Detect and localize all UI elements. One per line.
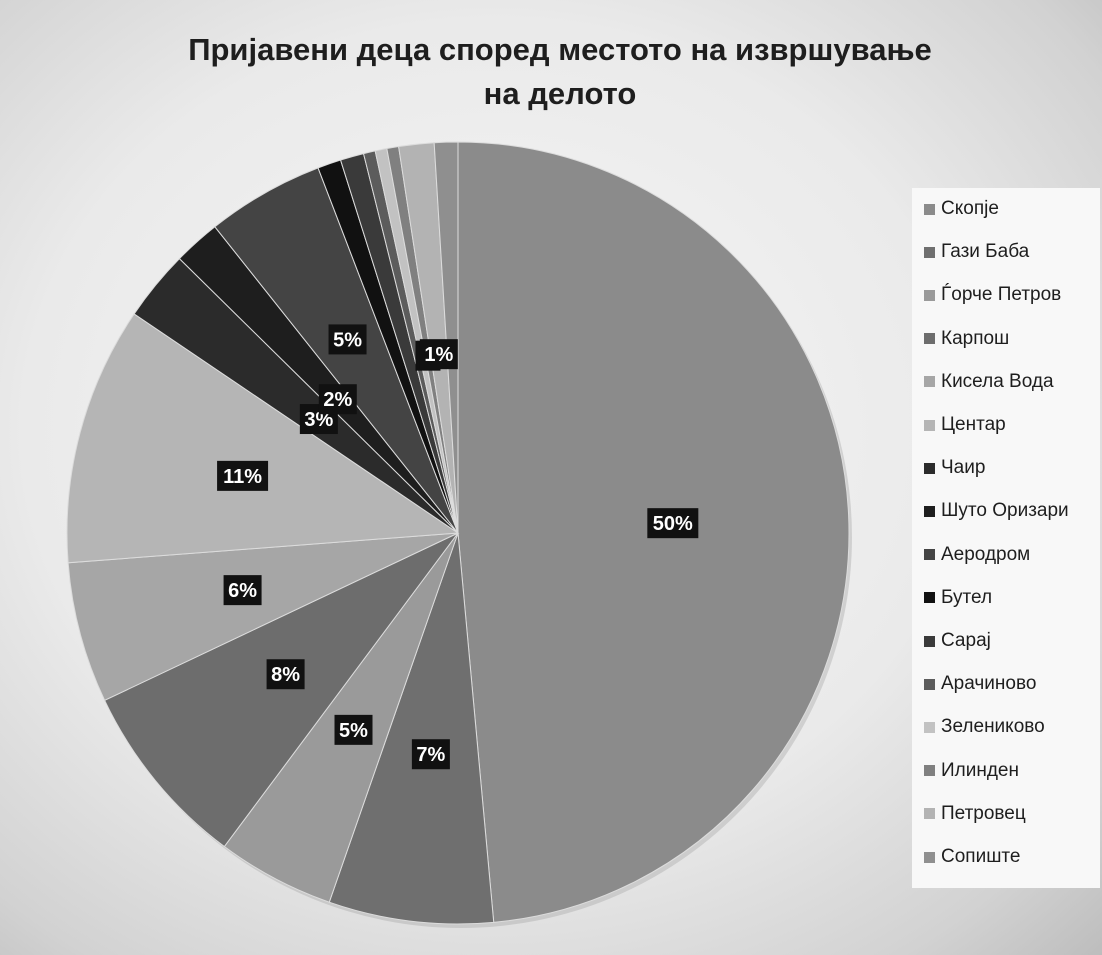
pie-slice-карпош (103, 532, 459, 848)
legend-item-сарај: Сарај (924, 628, 991, 654)
svg-text:2%: 2% (323, 389, 352, 411)
legend-item-кисела-вода: Кисела Вода (924, 369, 1054, 395)
data-label-карпош: 8% (266, 659, 305, 690)
legend-swatch (924, 246, 935, 258)
data-label-ѓорче-петров: 5% (334, 714, 373, 745)
legend-swatch (924, 419, 935, 431)
legend-item-илинден: Илинден (924, 758, 1019, 784)
legend-swatch (924, 333, 935, 345)
legend-label: Аеродром (941, 543, 1031, 565)
legend-label: Сарај (941, 630, 991, 651)
legend-item-гази-баба: Гази Баба (924, 239, 1029, 265)
data-label-скопје: 50% (647, 508, 699, 539)
legend-swatch (924, 678, 935, 690)
legend-item-аеродром: Аеродром (924, 542, 1030, 568)
svg-text:5%: 5% (333, 329, 362, 351)
chart-title-line-2: на делото (483, 76, 637, 111)
legend-swatch (924, 808, 935, 820)
legend-swatch (924, 289, 935, 301)
data-label-гази-баба: 7% (411, 739, 450, 770)
svg-text:1%: 1% (424, 344, 453, 366)
svg-text:8%: 8% (271, 664, 300, 686)
pie-slice-центар (66, 313, 460, 564)
legend-label: Бутел (941, 586, 993, 608)
legend-item-шуто-оризари: Шуто Оризари (924, 498, 1069, 524)
svg-text:11%: 11% (223, 466, 262, 488)
legend-item-карпош: Карпош (924, 326, 1009, 352)
pie-slice-гази-баба (328, 532, 495, 925)
data-label-кисела-вода: 6% (223, 575, 262, 606)
chart-title: Пријавени деца според местото на извршув… (110, 28, 1010, 116)
legend-swatch (924, 765, 935, 777)
legend-item-бутел: Бутел (924, 585, 992, 611)
pie-slice-сопиште (433, 141, 459, 534)
legend-label: Сопиште (941, 846, 1021, 867)
legend-label: Скопје (941, 198, 999, 219)
data-label-центар: 11% (217, 460, 269, 491)
legend-item-центар: Центар (924, 412, 1006, 438)
svg-text:3%: 3% (304, 409, 333, 431)
legend-swatch (924, 592, 935, 604)
data-label-петровец: 1% (419, 339, 458, 370)
legend-swatch (924, 376, 935, 388)
legend-label: Центар (941, 414, 1006, 435)
legend-swatch (924, 462, 935, 474)
chart-title-line-1: Пријавени деца според местото на извршув… (188, 32, 932, 67)
legend-swatch (924, 505, 935, 517)
legend-swatch (924, 635, 935, 647)
legend-item-скопје: Скопје (924, 196, 999, 222)
legend-item-ѓорче-петров: Ѓорче Петров (924, 282, 1061, 308)
legend-label: Петровец (941, 802, 1026, 824)
chart-legend: Скопје Гази Баба Ѓорче Петров Карпош Кисела … (912, 188, 1100, 888)
data-label-аеродром: 5% (328, 324, 367, 355)
svg-text:5%: 5% (339, 720, 368, 742)
legend-label: Кисела Вода (941, 370, 1054, 392)
legend-item-чаир: Чаир (924, 455, 985, 481)
legend-label: Илинден (941, 759, 1019, 781)
legend-swatch (924, 851, 935, 863)
legend-label: Карпош (941, 327, 1010, 349)
legend-label: Шуто Оризари (941, 500, 1069, 522)
legend-label: Арачиново (941, 673, 1037, 695)
legend-item-сопиште: Сопиште (924, 844, 1021, 870)
legend-item-петровец: Петровец (924, 801, 1026, 827)
legend-swatch (924, 721, 935, 733)
legend-label: Чаир (941, 457, 986, 479)
legend-item-арачиново: Арачиново (924, 671, 1036, 697)
legend-swatch (924, 203, 935, 215)
pie-slice-кисела-вода (67, 532, 459, 702)
legend-swatch (924, 549, 935, 561)
legend-label: Зелениково (941, 716, 1045, 738)
legend-label: Гази Баба (941, 241, 1030, 263)
svg-text:6%: 6% (228, 580, 257, 602)
legend-label: Ѓорче Петров (941, 284, 1062, 306)
data-label-шуто-оризари: 2% (318, 384, 357, 415)
legend-item-зелениково: Зелениково (924, 714, 1045, 740)
svg-text:7%: 7% (416, 744, 445, 766)
svg-text:50%: 50% (653, 513, 693, 535)
